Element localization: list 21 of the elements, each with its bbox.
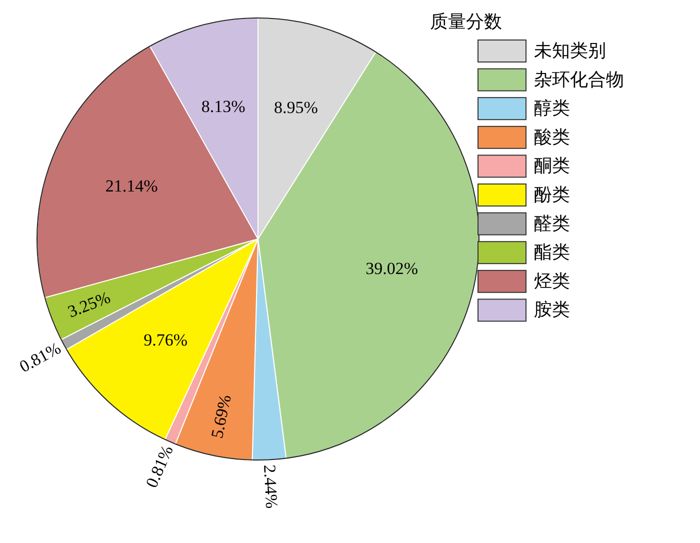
data-label: 2.44% <box>260 464 282 510</box>
data-label: 5.69% <box>207 393 235 440</box>
data-label: 21.14% <box>105 176 158 196</box>
legend-label: 烃类 <box>534 270 570 292</box>
data-label: 0.81% <box>16 338 64 376</box>
legend-label: 杂环化合物 <box>534 69 624 90</box>
legend-label: 酚类 <box>534 184 570 206</box>
data-label: 0.81% <box>142 442 177 490</box>
data-label: 8.13% <box>201 96 246 116</box>
legend-label: 胺类 <box>534 300 570 321</box>
legend-label: 酮类 <box>534 156 570 177</box>
legend-label: 酸类 <box>534 126 570 148</box>
data-label: 3.25% <box>65 288 113 322</box>
legend-label: 未知类别 <box>534 40 606 62</box>
legend-title: 质量分数 <box>430 12 502 32</box>
legend-label: 醇类 <box>534 98 570 120</box>
data-label: 8.95% <box>274 98 318 117</box>
legend-label: 醛类 <box>534 213 570 234</box>
legend-label: 酯类 <box>534 242 570 264</box>
data-label: 39.02% <box>366 259 418 278</box>
data-label: 9.76% <box>144 330 188 350</box>
